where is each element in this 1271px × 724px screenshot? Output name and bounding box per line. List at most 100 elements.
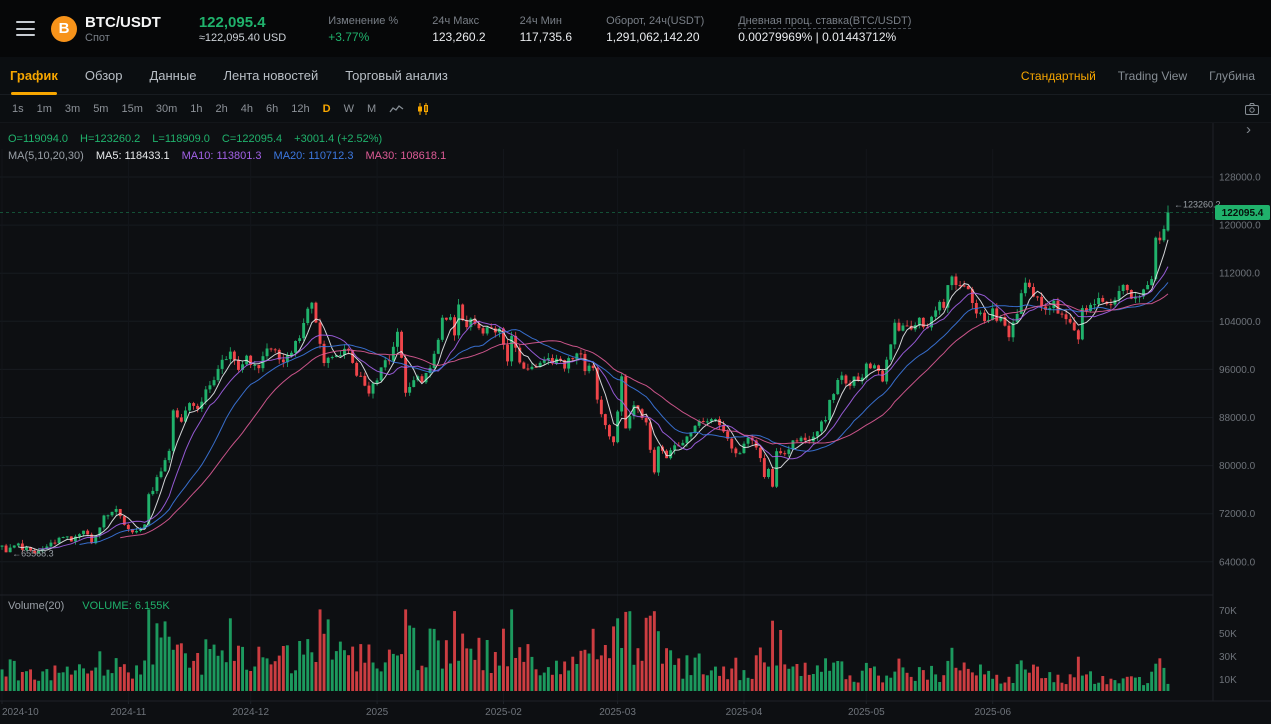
volume-axis-label: 70K <box>1219 606 1237 617</box>
price-axis-label: 112000.0 <box>1219 269 1260 280</box>
last-price: 122,095.4 <box>198 13 266 31</box>
stat-24h-high-label: 24ч Макс <box>432 14 480 27</box>
ohlc-change: +3001.4 (+2.52%) <box>294 133 383 145</box>
volume-axis-label: 10K <box>1219 675 1237 686</box>
ma10-value: MA10: 113801.3 <box>181 150 262 162</box>
candlestick-chart[interactable]: 128000.0 120000.0 112000.0 104000.0 96000.0 8… <box>0 123 1271 724</box>
candle-chart-type-icon[interactable] <box>417 102 429 115</box>
ma-line <box>38 266 1169 550</box>
ma-title: MA(5,10,20,30) <box>8 150 84 162</box>
interval-12h[interactable]: 12h <box>291 102 310 115</box>
time-axis-label: 2025-04 <box>726 707 763 718</box>
time-axis-label: 2025-05 <box>848 707 885 718</box>
stat-24h-low: 24ч Мин 117,735.6 <box>520 13 573 45</box>
time-axis-label: 2025-03 <box>599 707 636 718</box>
interval-1s[interactable]: 1s <box>12 102 24 115</box>
mode-tradingview[interactable]: Trading View <box>1117 68 1188 83</box>
stat-funding-rate: Дневная проц. ставка(BTC/USDT) 0.0027996… <box>738 13 912 45</box>
price-axis-label: 72000.0 <box>1219 509 1256 520</box>
time-axis-label: 2025-02 <box>485 707 522 718</box>
screenshot-icon[interactable] <box>1245 102 1259 115</box>
header-stats: Изменение % +3.77% 24ч Макс 123,260.2 24… <box>328 13 912 45</box>
tab-trading-analysis[interactable]: Торговый анализ <box>345 68 448 83</box>
ma-legend: MA(5,10,20,30) MA5: 118433.1 MA10: 11380… <box>8 150 446 162</box>
interval-toolbar: 1s 1m 3m 5m 15m 30m 1h 2h 4h 6h 12h D W … <box>0 95 1271 123</box>
price-axis-label: 64000.0 <box>1219 557 1256 568</box>
range-high-marker: ←123260.2 <box>1174 200 1221 210</box>
ohlc-low: L=118909.0 <box>152 133 210 145</box>
ohlc-legend: O=119094.0 H=123260.2 L=118909.0 C=12209… <box>8 133 382 145</box>
ohlc-open: O=119094.0 <box>8 133 69 145</box>
mode-depth[interactable]: Глубина <box>1209 68 1255 83</box>
interval-1d[interactable]: D <box>322 102 331 115</box>
market-type-label: Спот <box>85 31 110 44</box>
price-axis-label: 88000.0 <box>1219 413 1256 424</box>
current-price-tag <box>1215 205 1270 220</box>
tab-chart[interactable]: График <box>10 57 58 95</box>
ma-line <box>18 239 1169 551</box>
price-axis-label: 80000.0 <box>1219 461 1256 472</box>
stat-24h-high-value: 123,260.2 <box>432 29 486 44</box>
stat-funding-value: 0.00279969% | 0.01443712% <box>738 29 897 44</box>
interval-3m[interactable]: 3m <box>64 102 81 115</box>
mode-standard[interactable]: Стандартный <box>1020 68 1096 83</box>
interval-1w[interactable]: W <box>343 102 354 115</box>
stat-24h-low-label: 24ч Мин <box>519 14 562 27</box>
menu-icon[interactable] <box>16 21 35 36</box>
price-axis-label: 120000.0 <box>1219 221 1261 232</box>
volume-legend: Volume(20) VOLUME: 6.155K <box>8 600 170 612</box>
stat-turnover-label: Оборот, 24ч(USDT) <box>606 14 705 27</box>
volume-indicator-title: Volume(20) <box>8 600 65 612</box>
interval-1h[interactable]: 1h <box>190 102 203 115</box>
interval-1m[interactable]: 1m <box>36 102 52 115</box>
price-axis-label: 128000.0 <box>1219 173 1261 184</box>
stat-24h-high: 24ч Макс 123,260.2 <box>432 13 485 45</box>
interval-1mo[interactable]: M <box>366 102 377 115</box>
stat-funding-label[interactable]: Дневная проц. ставка(BTC/USDT) <box>738 14 912 29</box>
ma30-value: MA30: 108618.1 <box>365 150 447 162</box>
stat-change-value: +3.77% <box>328 29 370 44</box>
volume-axis-label: 50K <box>1219 629 1237 640</box>
tab-overview[interactable]: Обзор <box>84 68 123 83</box>
header: B BTC/USDT Спот 122,095.4 ≈122,095.40 US… <box>0 0 1271 57</box>
price-axis-label: 96000.0 <box>1219 365 1256 376</box>
volume-current-value: VOLUME: 6.155K <box>82 600 170 612</box>
stat-24h-low-value: 117,735.6 <box>519 29 573 44</box>
stat-change-label: Изменение % <box>328 14 399 27</box>
svg-text:122095.4: 122095.4 <box>1222 208 1264 219</box>
time-axis-label: 2025-06 <box>974 707 1011 718</box>
usd-price: ≈122,095.40 USD <box>198 31 287 44</box>
btc-logo-icon: B <box>51 15 77 42</box>
time-axis-label: 2024-12 <box>232 707 269 718</box>
line-chart-type-icon[interactable] <box>389 104 404 114</box>
tab-data[interactable]: Данные <box>149 68 197 83</box>
time-axis-label: 2024-10 <box>2 707 39 718</box>
interval-4h[interactable]: 4h <box>240 102 254 115</box>
stat-turnover-value: 1,291,062,142.20 <box>606 29 700 44</box>
ohlc-close: C=122095.4 <box>221 133 283 145</box>
chart-area[interactable]: 128000.0 120000.0 112000.0 104000.0 96000.0 8… <box>0 121 1271 724</box>
ohlc-high: H=123260.2 <box>80 133 141 145</box>
stat-turnover: Оборот, 24ч(USDT) 1,291,062,142.20 <box>606 13 704 45</box>
ma20-value: MA20: 110712.3 <box>273 150 354 162</box>
range-low-marker: ←65568.3 <box>12 548 54 558</box>
interval-5m[interactable]: 5m <box>93 102 109 115</box>
stat-change: Изменение % +3.77% <box>328 13 398 45</box>
chevron-right-icon[interactable]: › <box>1246 121 1251 138</box>
ma-line <box>120 293 1169 539</box>
ma-line <box>79 282 1169 545</box>
symbol-block[interactable]: BTC/USDT Спот <box>85 13 161 45</box>
chart-mode-switcher: Стандартный Trading View Глубина <box>1021 69 1255 83</box>
ma5-value: MA5: 118433.1 <box>95 150 170 162</box>
interval-15m[interactable]: 15m <box>121 102 143 115</box>
tab-news-feed[interactable]: Лента новостей <box>223 68 319 83</box>
time-axis-label: 2024-11 <box>110 707 146 718</box>
interval-30m[interactable]: 30m <box>155 102 178 115</box>
tab-bar: График Обзор Данные Лента новостей Торго… <box>0 57 1271 95</box>
symbol-title: BTC/USDT <box>85 13 161 31</box>
price-block: 122,095.4 ≈122,095.40 USD <box>199 13 286 45</box>
volume-axis-label: 30K <box>1219 652 1237 663</box>
interval-2h[interactable]: 2h <box>215 102 228 115</box>
interval-6h[interactable]: 6h <box>266 102 279 115</box>
price-axis-label: 104000.0 <box>1219 317 1261 328</box>
